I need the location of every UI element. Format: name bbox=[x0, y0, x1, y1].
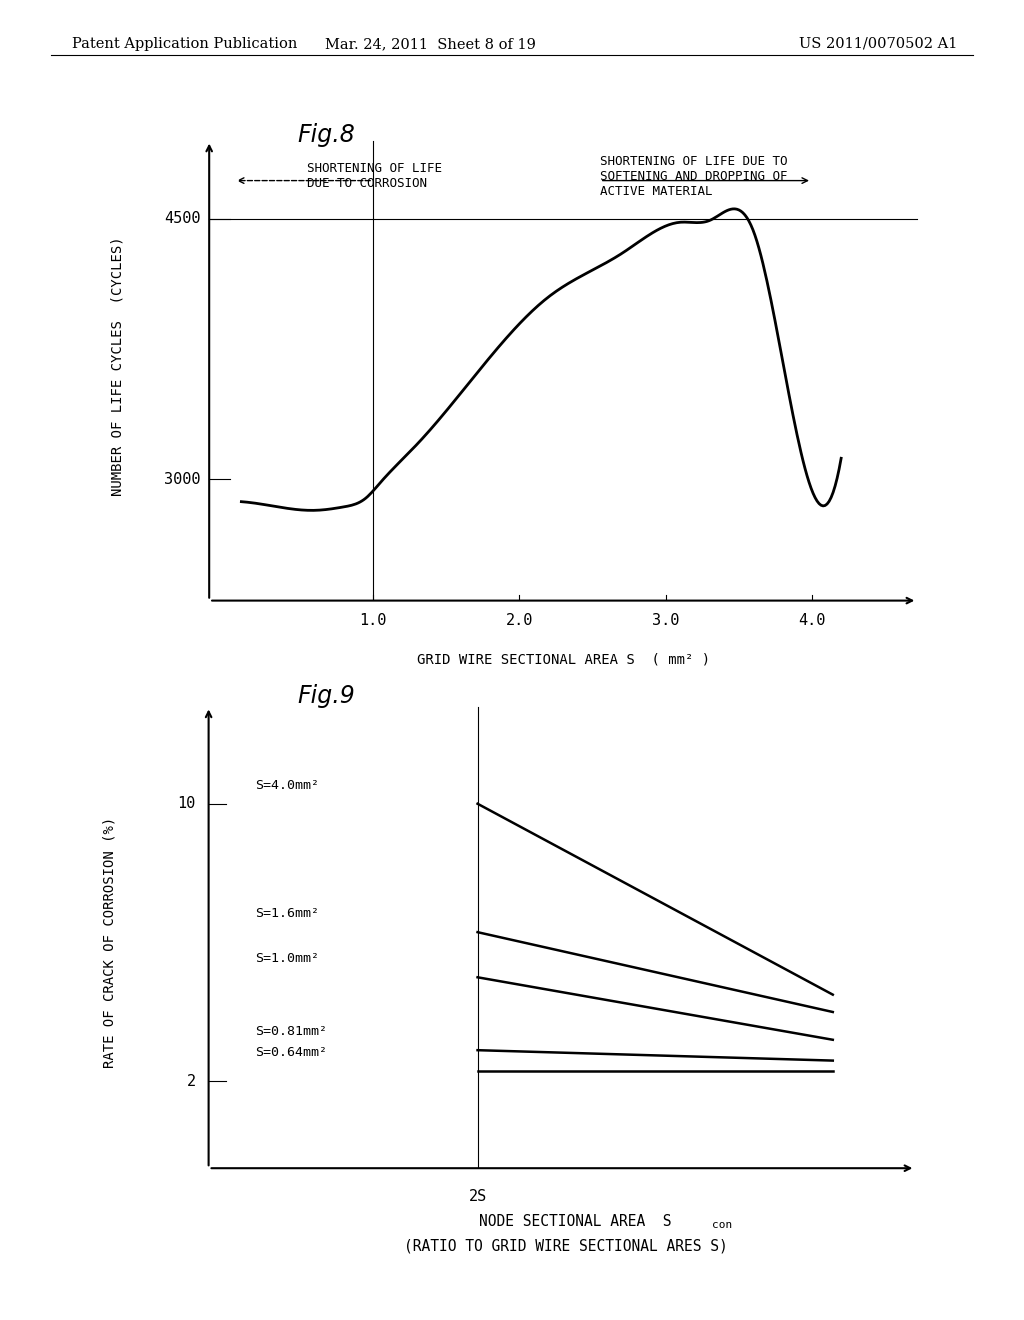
Text: US 2011/0070502 A1: US 2011/0070502 A1 bbox=[799, 37, 957, 51]
Text: 3000: 3000 bbox=[164, 471, 201, 487]
Text: S=1.6mm²: S=1.6mm² bbox=[256, 907, 319, 920]
Text: (RATIO TO GRID WIRE SECTIONAL ARES S): (RATIO TO GRID WIRE SECTIONAL ARES S) bbox=[404, 1238, 728, 1253]
Text: GRID WIRE SECTIONAL AREA S  ( mm² ): GRID WIRE SECTIONAL AREA S ( mm² ) bbox=[417, 652, 710, 667]
Text: S=0.64mm²: S=0.64mm² bbox=[256, 1045, 328, 1059]
Text: Mar. 24, 2011  Sheet 8 of 19: Mar. 24, 2011 Sheet 8 of 19 bbox=[325, 37, 536, 51]
Text: S=0.81mm²: S=0.81mm² bbox=[256, 1026, 328, 1038]
Text: S=4.0mm²: S=4.0mm² bbox=[256, 779, 319, 792]
Text: Fig.8: Fig.8 bbox=[297, 123, 354, 147]
Text: 2S: 2S bbox=[468, 1189, 486, 1204]
Text: SHORTENING OF LIFE DUE TO
SOFTENING AND DROPPING OF
ACTIVE MATERIAL: SHORTENING OF LIFE DUE TO SOFTENING AND … bbox=[600, 154, 787, 198]
Text: NUMBER OF LIFE CYCLES  (CYCLES): NUMBER OF LIFE CYCLES (CYCLES) bbox=[110, 236, 124, 496]
Text: RATE OF CRACK OF CORROSION (%): RATE OF CRACK OF CORROSION (%) bbox=[102, 817, 117, 1068]
Text: 4.0: 4.0 bbox=[798, 612, 825, 628]
Text: 10: 10 bbox=[178, 796, 196, 812]
Text: 2.0: 2.0 bbox=[506, 612, 534, 628]
Text: 2: 2 bbox=[186, 1074, 196, 1089]
Text: SHORTENING OF LIFE
DUE TO CORROSION: SHORTENING OF LIFE DUE TO CORROSION bbox=[307, 161, 442, 190]
Text: NODE SECTIONAL AREA  S: NODE SECTIONAL AREA S bbox=[479, 1214, 672, 1229]
Text: Patent Application Publication: Patent Application Publication bbox=[72, 37, 297, 51]
Text: con: con bbox=[712, 1220, 732, 1230]
Text: Fig.9: Fig.9 bbox=[297, 684, 354, 708]
Text: 3.0: 3.0 bbox=[652, 612, 679, 628]
Text: 1.0: 1.0 bbox=[359, 612, 387, 628]
Text: 4500: 4500 bbox=[164, 211, 201, 226]
Text: S=1.0mm²: S=1.0mm² bbox=[256, 952, 319, 965]
